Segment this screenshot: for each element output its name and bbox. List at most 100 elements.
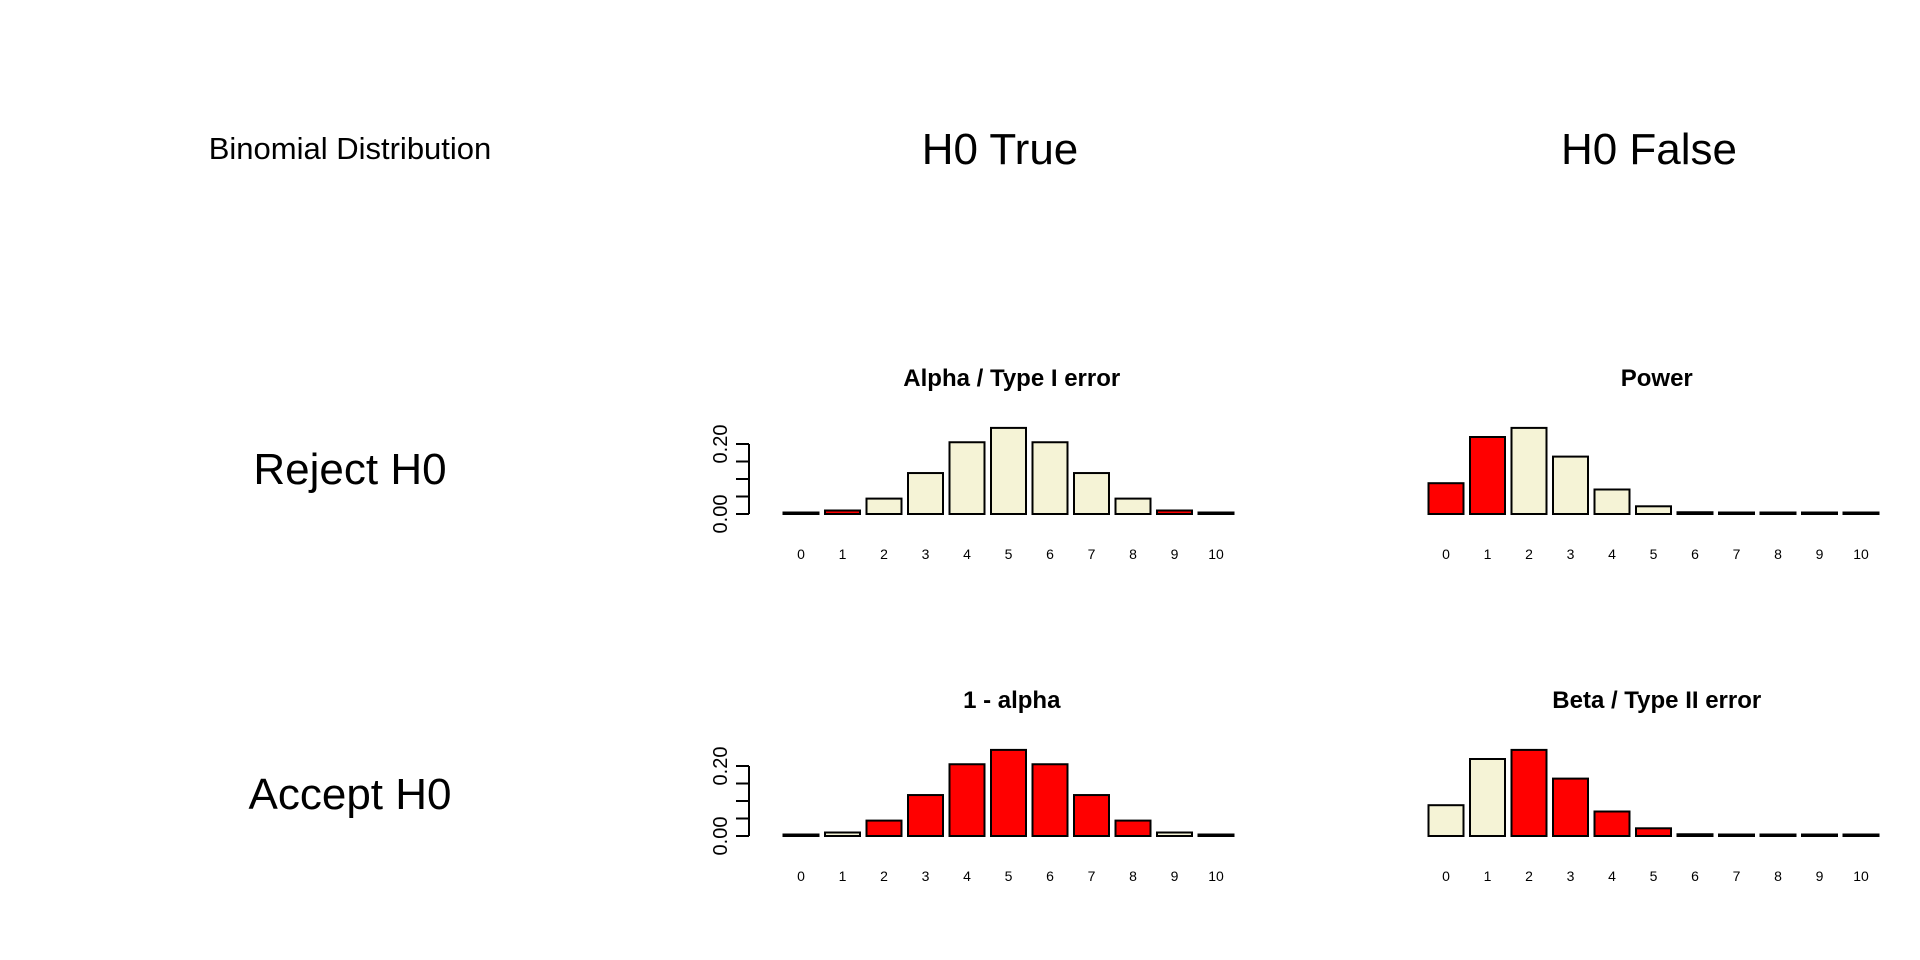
bar xyxy=(907,794,944,837)
x-tick-label: 10 xyxy=(1208,546,1224,562)
x-tick-label: 2 xyxy=(1525,868,1533,884)
x-tick-label: 2 xyxy=(880,868,888,884)
x-tick-label: 7 xyxy=(1733,546,1741,562)
bar xyxy=(1031,763,1069,837)
y-tick-label: 0.00 xyxy=(710,495,732,534)
x-tick-label: 6 xyxy=(1046,868,1054,884)
bar xyxy=(1759,511,1797,515)
bar xyxy=(865,497,903,516)
x-tick-label: 3 xyxy=(1567,546,1575,562)
x-tick-label: 3 xyxy=(922,546,930,562)
bar xyxy=(782,833,820,837)
x-tick-label: 6 xyxy=(1691,546,1699,562)
bar xyxy=(990,426,1027,515)
x-tick-label: 0 xyxy=(1442,868,1450,884)
bar xyxy=(1801,511,1838,515)
bar xyxy=(907,472,944,515)
x-tick-label: 2 xyxy=(880,546,888,562)
x-tick-label: 6 xyxy=(1691,868,1699,884)
x-tick-label: 8 xyxy=(1129,868,1137,884)
x-tick-label: 1 xyxy=(839,868,847,884)
bar xyxy=(1114,497,1152,516)
x-tick-label: 9 xyxy=(1816,868,1824,884)
x-tick-label: 6 xyxy=(1046,546,1054,562)
bar xyxy=(1469,758,1506,837)
bar xyxy=(1593,488,1631,515)
bar xyxy=(1197,511,1235,515)
bar xyxy=(1156,509,1193,515)
x-tick-label: 3 xyxy=(922,868,930,884)
bar xyxy=(1759,833,1797,837)
x-tick-label: 8 xyxy=(1774,546,1782,562)
y-tick-label: 0.00 xyxy=(710,817,732,856)
x-tick-label: 9 xyxy=(1816,546,1824,562)
bar xyxy=(865,819,903,837)
x-tick-label: 10 xyxy=(1853,868,1869,884)
x-tick-label: 9 xyxy=(1171,868,1179,884)
bar xyxy=(948,441,986,515)
x-tick-label: 4 xyxy=(1608,546,1616,562)
bar xyxy=(1842,511,1880,515)
x-tick-label: 5 xyxy=(1005,868,1013,884)
column-label-h0-false: H0 False xyxy=(1560,125,1738,174)
x-tick-label: 0 xyxy=(797,546,805,562)
x-tick-label: 7 xyxy=(1733,868,1741,884)
bar xyxy=(1635,827,1672,837)
chart-title: 1 - alpha xyxy=(963,687,1061,714)
chart-title: Power xyxy=(1621,365,1693,392)
x-tick-label: 1 xyxy=(839,546,847,562)
bar xyxy=(1842,833,1880,837)
bar xyxy=(1197,833,1235,837)
x-tick-label: 4 xyxy=(963,868,971,884)
bar xyxy=(1718,511,1755,515)
x-tick-label: 1 xyxy=(1484,546,1492,562)
x-tick-label: 4 xyxy=(1608,868,1616,884)
column-label-h0-true: H0 True xyxy=(921,125,1079,174)
x-tick-label: 2 xyxy=(1525,546,1533,562)
x-tick-label: 5 xyxy=(1650,546,1658,562)
bar xyxy=(1510,426,1548,515)
x-tick-label: 5 xyxy=(1005,546,1013,562)
bar xyxy=(948,763,986,837)
x-tick-label: 9 xyxy=(1171,546,1179,562)
bar xyxy=(1552,777,1589,837)
x-tick-label: 7 xyxy=(1088,868,1096,884)
row-label-accept-h0: Accept H0 xyxy=(248,770,452,819)
bar xyxy=(824,831,861,837)
y-tick-label: 0.20 xyxy=(710,747,732,786)
x-tick-label: 4 xyxy=(963,546,971,562)
bar xyxy=(1635,505,1672,515)
bar xyxy=(1469,436,1506,515)
bar xyxy=(1156,831,1193,837)
bar xyxy=(1676,833,1714,837)
bar xyxy=(782,511,820,515)
bar xyxy=(824,509,861,515)
bar xyxy=(1427,804,1465,838)
x-tick-label: 8 xyxy=(1774,868,1782,884)
chart-title: Beta / Type II error xyxy=(1552,687,1761,714)
x-tick-label: 8 xyxy=(1129,546,1137,562)
x-tick-label: 5 xyxy=(1650,868,1658,884)
x-tick-label: 3 xyxy=(1567,868,1575,884)
bar xyxy=(1510,748,1548,838)
bar xyxy=(1114,819,1152,837)
figure-title: Binomial Distribution xyxy=(208,131,492,166)
bar xyxy=(1718,833,1755,837)
chart-title: Alpha / Type I error xyxy=(903,365,1120,392)
x-tick-label: 0 xyxy=(1442,546,1450,562)
bar xyxy=(990,748,1027,838)
x-tick-label: 1 xyxy=(1484,868,1492,884)
bar xyxy=(1801,833,1838,837)
bar xyxy=(1552,455,1589,516)
x-tick-label: 10 xyxy=(1208,868,1224,884)
x-tick-label: 7 xyxy=(1088,546,1096,562)
bar xyxy=(1593,810,1631,837)
bar xyxy=(1073,472,1110,515)
row-label-reject-h0: Reject H0 xyxy=(253,445,447,494)
bar xyxy=(1073,794,1110,837)
x-tick-label: 0 xyxy=(797,868,805,884)
bar xyxy=(1676,511,1714,515)
bar xyxy=(1427,482,1465,516)
x-tick-label: 10 xyxy=(1853,546,1869,562)
